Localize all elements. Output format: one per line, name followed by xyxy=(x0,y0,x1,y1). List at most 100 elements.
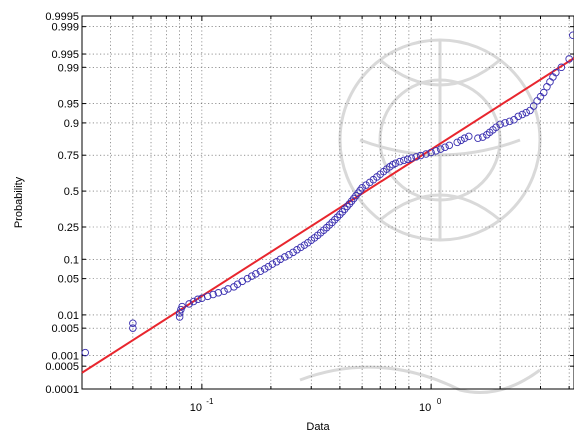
data-point xyxy=(268,260,277,268)
data-point xyxy=(543,83,551,91)
data-point xyxy=(260,265,269,273)
y-tick-label: 0.9995 xyxy=(45,11,79,23)
data-point xyxy=(505,117,514,126)
data-point xyxy=(514,112,523,121)
data-point xyxy=(285,250,293,259)
data-point xyxy=(264,262,273,271)
x-axis-label: Data xyxy=(306,421,330,433)
data-point xyxy=(289,248,297,257)
fit-line-layer xyxy=(81,57,574,374)
data-point xyxy=(256,267,265,276)
data-point xyxy=(432,147,440,155)
data-point xyxy=(347,197,356,205)
data-point xyxy=(510,116,518,124)
y-axis-label: Probability xyxy=(13,176,25,228)
data-point xyxy=(436,145,445,153)
data-point xyxy=(391,159,400,167)
data-point xyxy=(81,348,90,357)
data-points-layer xyxy=(81,31,574,357)
data-point xyxy=(281,253,289,261)
data-point xyxy=(350,194,358,203)
data-point xyxy=(354,189,362,197)
data-point xyxy=(175,309,184,317)
data-point xyxy=(247,272,256,280)
data-point xyxy=(396,157,404,166)
data-point xyxy=(352,192,360,200)
data-point xyxy=(422,150,430,158)
grid-lines xyxy=(81,15,574,390)
data-point xyxy=(565,55,573,63)
data-point xyxy=(293,246,301,254)
data-point xyxy=(214,289,223,297)
data-point xyxy=(416,151,425,160)
data-point xyxy=(209,290,217,299)
data-point xyxy=(252,270,260,278)
data-point xyxy=(518,110,527,119)
data-point xyxy=(457,136,465,145)
data-point xyxy=(178,302,186,311)
y-tick-label: 0.005 xyxy=(51,323,79,335)
data-point xyxy=(129,319,137,328)
y-tick-label: 0.5 xyxy=(64,186,79,198)
data-point xyxy=(328,218,336,227)
x-tick-exponent: 0 xyxy=(437,397,442,406)
data-point xyxy=(175,313,184,321)
y-tick-label: 0.0005 xyxy=(45,361,79,373)
data-point xyxy=(552,68,560,77)
x-axis-ticks: 10 -1 10 0 xyxy=(81,16,570,414)
data-point xyxy=(272,258,281,266)
data-point xyxy=(403,155,412,164)
data-point xyxy=(557,63,566,72)
data-point xyxy=(297,243,305,252)
data-point xyxy=(333,213,342,221)
y-tick-label: 0.9 xyxy=(64,118,79,130)
y-tick-label: 0.05 xyxy=(58,274,79,286)
data-point xyxy=(460,134,469,142)
data-point xyxy=(407,154,416,162)
data-point xyxy=(340,205,349,213)
data-point xyxy=(529,102,538,110)
y-tick-label: 0.001 xyxy=(51,351,79,363)
data-point xyxy=(427,148,435,157)
data-point xyxy=(445,141,454,150)
data-point xyxy=(453,138,461,147)
data-point xyxy=(189,297,198,306)
data-point xyxy=(465,132,473,141)
data-point xyxy=(343,202,351,211)
data-point xyxy=(194,295,202,304)
data-point xyxy=(569,31,574,39)
y-tick-label: 0.25 xyxy=(58,222,79,234)
data-point xyxy=(276,255,285,264)
data-point xyxy=(362,181,370,189)
data-point xyxy=(358,184,366,192)
plot-frame xyxy=(81,15,574,390)
data-point xyxy=(533,97,541,105)
data-point xyxy=(336,210,344,219)
y-tick-label: 0.999 xyxy=(51,22,79,34)
watermark-logo xyxy=(299,38,542,394)
data-point xyxy=(479,133,487,141)
data-point xyxy=(331,216,339,224)
fit-line xyxy=(81,57,574,374)
data-point xyxy=(129,324,137,332)
y-tick-label: 0.0001 xyxy=(45,384,79,396)
data-point xyxy=(322,223,331,232)
data-point xyxy=(325,221,334,229)
data-point xyxy=(243,274,252,283)
y-tick-label: 0.995 xyxy=(51,49,79,61)
x-tick-exponent: -1 xyxy=(206,397,214,406)
y-tick-label: 0.75 xyxy=(58,150,79,162)
data-point xyxy=(496,120,504,129)
data-point xyxy=(203,292,212,301)
x-tick-label: 10 xyxy=(419,402,431,414)
data-point xyxy=(501,119,509,127)
x-tick-label: 10 xyxy=(190,402,202,414)
data-point xyxy=(338,208,347,216)
y-tick-label: 0.01 xyxy=(58,310,79,322)
data-point xyxy=(400,156,408,165)
y-tick-label: 0.99 xyxy=(58,62,79,74)
y-tick-label: 0.1 xyxy=(64,254,79,266)
y-tick-label: 0.95 xyxy=(58,99,79,111)
